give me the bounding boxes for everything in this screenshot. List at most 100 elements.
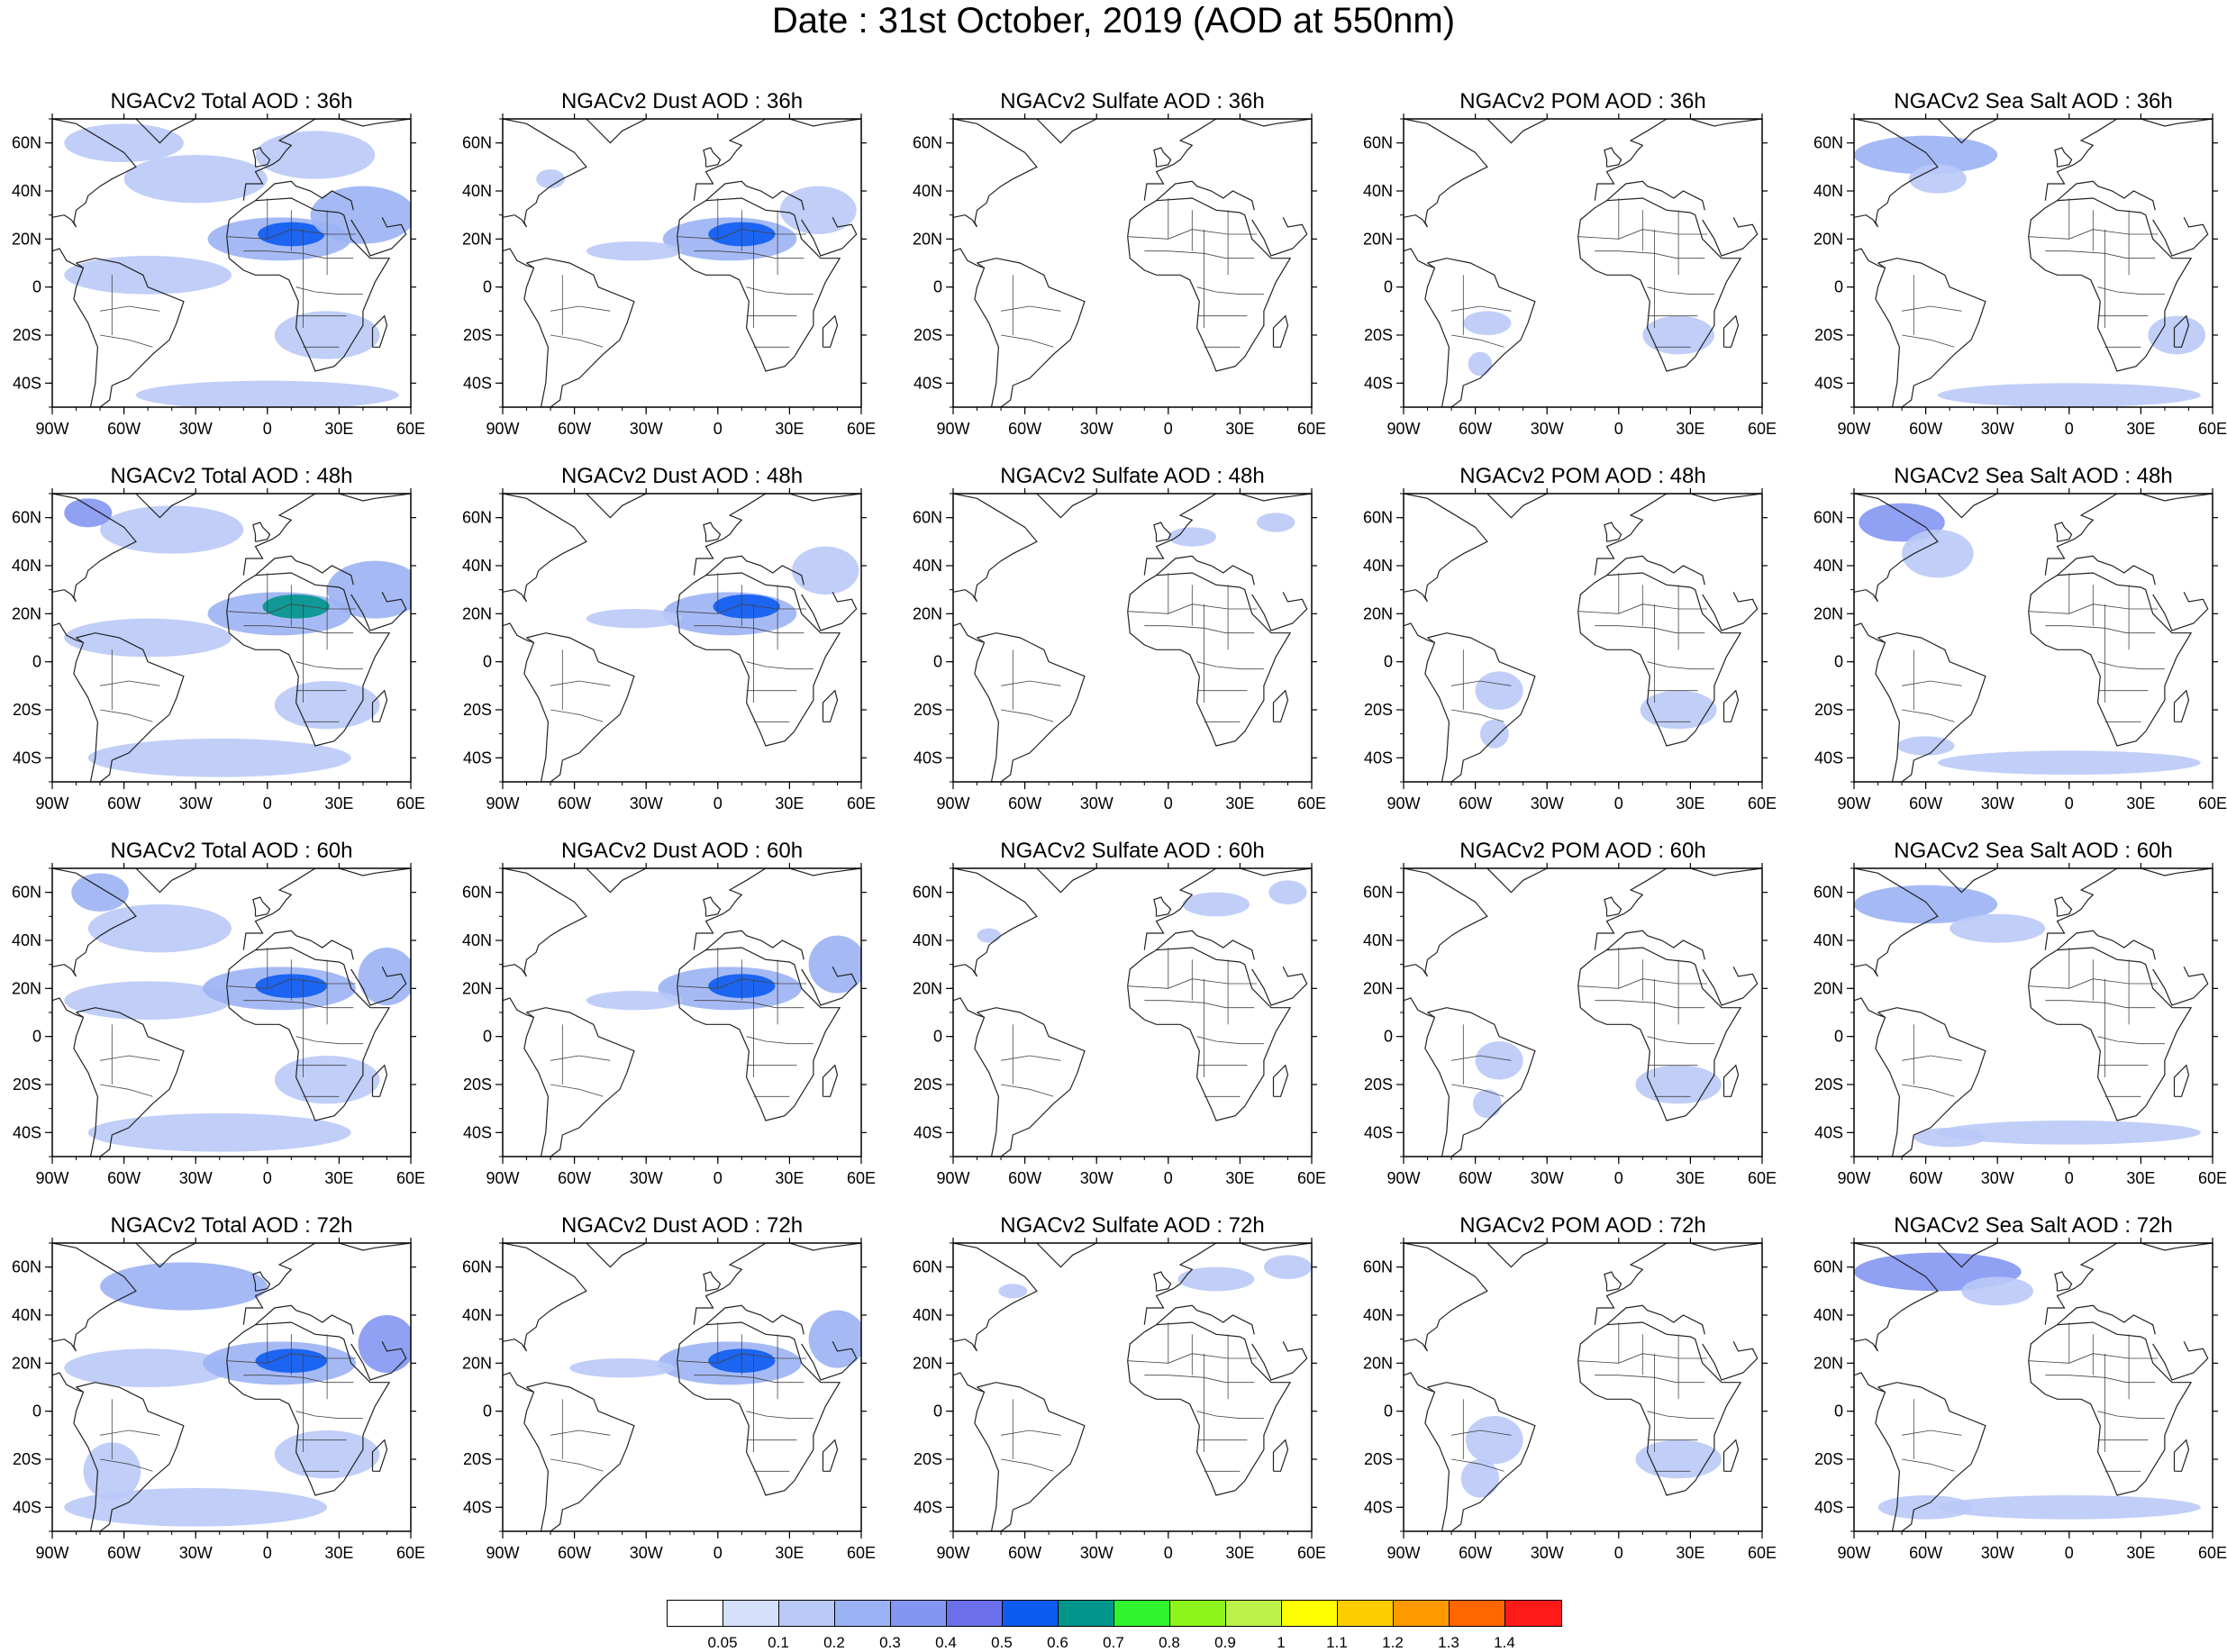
lon-tick-label: 90W <box>1837 1544 1870 1562</box>
map-panel-dust-72h: NGACv2 Dust AOD : 72h 90W 60W 30W 0 30E 60E 60N… <box>462 1213 876 1562</box>
lat-tick-label: 40S <box>463 1498 492 1516</box>
coastline-arabia <box>1251 967 1308 1006</box>
lat-tick-label: 20N <box>12 979 41 997</box>
lat-tick-label: 20N <box>1363 230 1393 248</box>
lon-tick-label: 90W <box>35 794 68 812</box>
colorbar-label: 0.8 <box>1159 1634 1180 1651</box>
lon-tick-label: 60W <box>1459 794 1492 812</box>
lon-tick-label: 30E <box>324 1544 353 1562</box>
lat-tick-label: 40N <box>462 931 492 949</box>
lat-tick-label: 40N <box>1813 557 1843 575</box>
map-panel-dust-60h: NGACv2 Dust AOD : 60h 90W 60W 30W 0 30E 60E 60N… <box>462 839 876 1187</box>
aod-plume <box>998 1284 1028 1299</box>
country-border <box>1001 709 1054 722</box>
lat-tick-label: 20N <box>12 604 41 622</box>
panel-title: NGACv2 Sea Salt AOD : 60h <box>1894 839 2172 863</box>
lon-tick-label: 30E <box>1676 794 1704 812</box>
lon-tick-label: 30W <box>179 794 213 812</box>
lat-tick-label: 0 <box>1384 1402 1393 1421</box>
lat-tick-label: 20S <box>1814 1450 1843 1468</box>
coastline-madagascar <box>1272 689 1289 722</box>
map-grid: NGACv2 Total AOD : 36h 90W 60W 30W 0 30E 60E 60… <box>12 89 2227 1562</box>
coastline-med <box>2057 930 2156 960</box>
coastline-northAmerica <box>52 1243 137 1352</box>
lat-tick-label: 20N <box>913 230 942 248</box>
lat-tick-label: 60N <box>1813 1258 1843 1276</box>
lon-tick-label: 30W <box>1981 420 2014 438</box>
lat-tick-label: 40N <box>462 1306 492 1324</box>
colorbar-swatch <box>667 1600 724 1627</box>
lat-tick-label: 20S <box>13 326 41 344</box>
country-border <box>1196 661 1264 670</box>
coastline-arabia <box>2152 592 2209 631</box>
coastline-northAmerica <box>503 868 587 977</box>
lon-tick-label: 60W <box>558 1169 591 1187</box>
coastline-arabia <box>350 217 407 257</box>
colorbar-swatch <box>1504 1600 1562 1627</box>
lon-tick-label: 30W <box>1981 794 2014 812</box>
lon-tick-label: 30E <box>1225 1169 1254 1187</box>
country-border <box>1647 661 1714 670</box>
lat-tick-label: 20S <box>914 1076 942 1094</box>
colorbar-swatch <box>1449 1600 1506 1627</box>
coastline-arabia <box>2152 967 2209 1006</box>
aod-plume <box>100 1262 268 1311</box>
lon-tick-label: 0 <box>1164 1544 1173 1562</box>
panel-title: NGACv2 Dust AOD : 72h <box>561 1213 803 1238</box>
coastline-greenland <box>1937 1243 1998 1268</box>
coastline-uk <box>2054 522 2073 542</box>
colorbar-label: 0.05 <box>707 1634 738 1651</box>
lon-tick-label: 0 <box>714 1169 723 1187</box>
coastline-southAmerica <box>1875 258 1986 407</box>
coastline-med <box>255 930 354 960</box>
coastline-africa <box>1577 1321 1742 1496</box>
lon-tick-label: 90W <box>1837 794 1870 812</box>
lon-tick-label: 60E <box>2198 420 2227 438</box>
lat-tick-label: 40S <box>13 374 41 392</box>
coastline-northAmerica <box>503 1243 587 1352</box>
coastline-northAmerica <box>953 1243 1038 1352</box>
coastline-greenland <box>1036 494 1097 519</box>
lon-tick-label: 30E <box>1225 420 1254 438</box>
lon-tick-label: 30W <box>630 794 663 812</box>
lat-tick-label: 40S <box>1364 1123 1393 1141</box>
coastline-southAmerica <box>974 1382 1086 1531</box>
coastline-arabia <box>350 1341 407 1381</box>
coastline-northAmerica <box>503 119 587 228</box>
lat-tick-label: 60N <box>1363 1258 1393 1276</box>
lon-tick-label: 0 <box>1164 420 1173 438</box>
coastline-med <box>705 180 804 211</box>
coastline-southAmerica <box>73 1382 185 1531</box>
lat-tick-label: 0 <box>933 1028 942 1046</box>
lon-tick-label: 0 <box>2065 1169 2074 1187</box>
coastline-med <box>705 1304 804 1335</box>
country-border <box>1001 680 1061 686</box>
colorbar-label: 0.1 <box>768 1634 789 1651</box>
aod-plume <box>1263 1255 1312 1279</box>
lon-tick-label: 60E <box>2198 1169 2227 1187</box>
lat-tick-label: 0 <box>483 278 492 296</box>
lat-tick-label: 40N <box>12 557 41 575</box>
lon-tick-label: 30W <box>630 1544 663 1562</box>
coastline-arabia <box>801 217 858 257</box>
aod-plume <box>1642 315 1714 355</box>
lat-tick-label: 0 <box>1834 1402 1843 1421</box>
coastline-northAmerica <box>1854 494 1939 603</box>
coastline-northAmerica <box>953 494 1038 603</box>
coastline-madagascar <box>1272 1064 1289 1097</box>
lon-tick-label: 90W <box>1386 794 1420 812</box>
map-background <box>953 494 1312 782</box>
colorbar-swatch <box>834 1600 892 1627</box>
lat-tick-label: 40S <box>914 374 942 392</box>
lon-tick-label: 60E <box>1297 1544 1326 1562</box>
coastline-arabia <box>1251 1341 1308 1381</box>
lat-tick-label: 40N <box>1363 931 1393 949</box>
panel-title: NGACv2 Dust AOD : 60h <box>561 839 803 863</box>
coastline-greenland <box>1486 119 1548 144</box>
lon-tick-label: 30W <box>630 420 663 438</box>
coastline-europe <box>693 1243 861 1325</box>
lat-tick-label: 40N <box>913 1306 942 1324</box>
country-border <box>1647 1411 1714 1420</box>
coastline-europe <box>2044 494 2213 576</box>
lat-tick-label: 0 <box>1834 1028 1843 1046</box>
